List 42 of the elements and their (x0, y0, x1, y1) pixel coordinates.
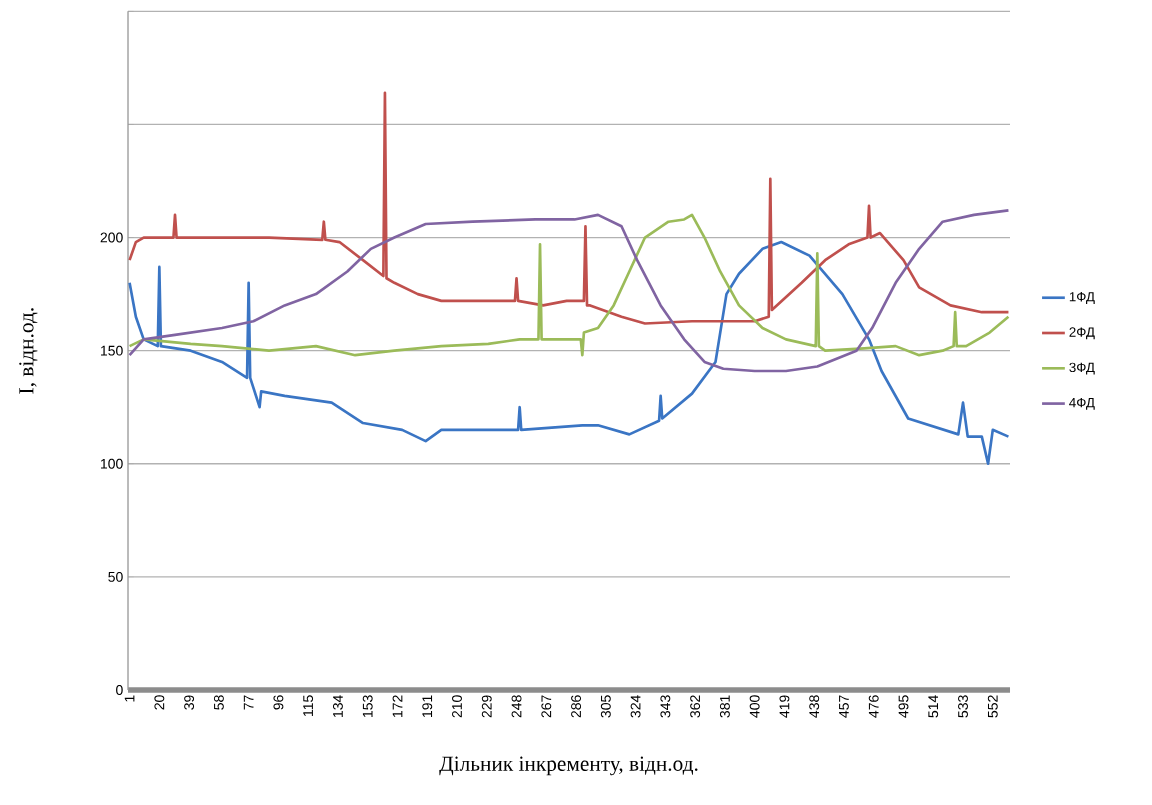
x-tick-label: 210 (452, 695, 462, 718)
x-tick-label: 191 (422, 695, 433, 717)
x-tick-label: 115 (303, 695, 314, 716)
x-tick-label: 20 (154, 695, 165, 710)
y-tick-label: 200 (100, 232, 123, 243)
x-tick-label: 400 (749, 695, 760, 718)
x-tick-label: 457 (839, 695, 849, 718)
x-tick-label: 172 (392, 695, 403, 717)
x-tick-label: 438 (809, 695, 820, 718)
x-tick-label: 134 (332, 695, 343, 717)
y-tick-label: 100 (101, 458, 123, 469)
x-tick-label: 343 (660, 695, 671, 718)
x-tick-label: 381 (719, 695, 730, 718)
x-tick-label: 153 (362, 695, 373, 717)
legend-label: 3ФД (1069, 362, 1095, 375)
x-tick-label: 39 (184, 695, 195, 710)
x-tick-label: 248 (511, 695, 522, 718)
y-tick-label: 150 (101, 345, 123, 356)
legend-label: 2ФД (1069, 327, 1095, 340)
x-tick-label: 96 (273, 695, 284, 710)
x-tick-label: 305 (600, 695, 611, 718)
x-tick-label: 362 (690, 695, 701, 718)
x-tick-label: 58 (213, 695, 224, 710)
x-tick-label: 495 (898, 695, 909, 718)
x-axis-title: Дільник інкременту, відн.од. (439, 756, 698, 776)
x-tick-label: 77 (243, 695, 254, 710)
x-tick-label: 419 (779, 695, 790, 718)
y-axis-title: І, відн.од. (19, 308, 38, 394)
x-tick-label: 476 (868, 695, 879, 718)
x-tick-label: 267 (541, 695, 552, 718)
x-tick-label: 533 (958, 695, 968, 718)
line-series (128, 240, 1010, 466)
x-tick-label: 1 (124, 695, 135, 702)
x-tick-label: 229 (481, 695, 492, 718)
x-tick-label: 286 (571, 695, 582, 718)
x-tick-label: 552 (987, 695, 998, 718)
legend-label: 4ФД (1069, 397, 1095, 410)
legend-label: 1ФД (1069, 292, 1095, 304)
x-tick-label: 514 (928, 695, 939, 718)
y-tick-label: 50 (108, 571, 123, 582)
y-tick-label: 0 (116, 685, 123, 695)
x-tick-label: 324 (630, 695, 641, 718)
